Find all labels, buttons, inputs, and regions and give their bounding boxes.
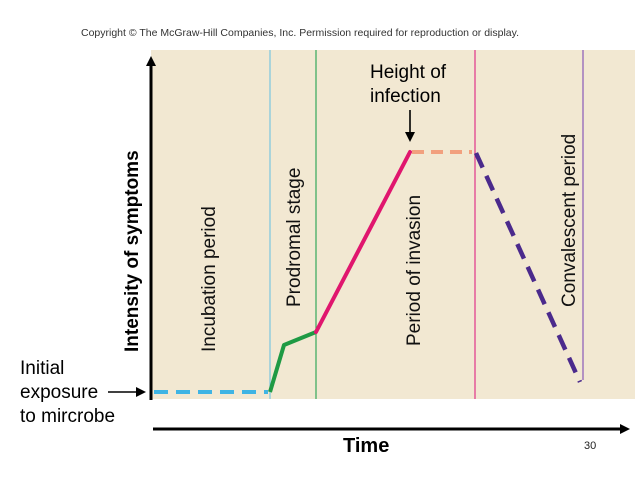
phase-label-invasion: Period of invasion (404, 195, 425, 346)
height-label-line2: infection (370, 86, 441, 107)
phase-label-convalescent: Convalescent period (559, 134, 580, 307)
exposure-label-line3: to mircrobe (20, 406, 115, 427)
phase-label-prodromal: Prodromal stage (284, 168, 305, 307)
copyright-notice: Copyright © The McGraw-Hill Companies, I… (81, 27, 520, 39)
prodromal-line (268, 330, 317, 393)
decline-line (473, 152, 583, 383)
height-label-line1: Height of (370, 62, 447, 83)
x-axis-label: Time (343, 435, 389, 457)
slide-number: 30 (584, 440, 597, 452)
phase-label-incubation: Incubation period (199, 206, 220, 352)
exposure-label-line1: Initial (20, 358, 64, 379)
y-axis-label: Intensity of symptoms (122, 150, 143, 352)
diagram-panel (151, 50, 635, 399)
invasion-line (314, 150, 412, 334)
exposure-label-line2: exposure (20, 382, 98, 403)
